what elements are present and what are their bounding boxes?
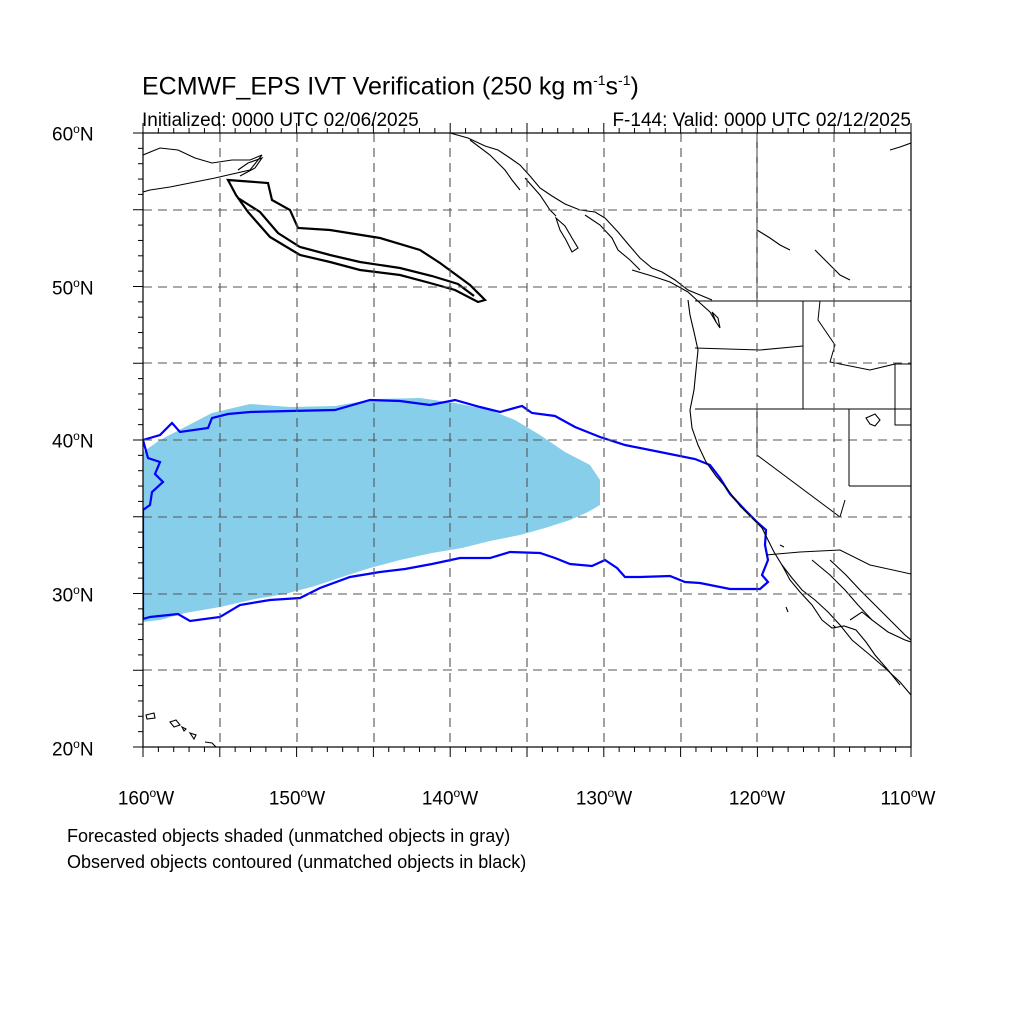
lon-label-160w: 160oW	[117, 786, 175, 810]
lon-label-150w: 150oW	[268, 786, 326, 810]
graticule-grid	[143, 133, 911, 747]
lat-label-50n: 50oN	[52, 276, 94, 300]
lat-label-20n: 20oN	[52, 737, 94, 761]
lat-label-40n: 40oN	[52, 429, 94, 453]
axis-ticks	[133, 123, 912, 757]
lon-label-110w: 110oW	[880, 786, 936, 810]
footnote-forecast: Forecasted objects shaded (unmatched obj…	[67, 826, 511, 846]
lat-label-30n: 30oN	[52, 583, 94, 607]
footnote-observed: Observed objects contoured (unmatched ob…	[67, 852, 527, 872]
lon-label-130w: 130oW	[575, 786, 633, 810]
political-boundaries	[694, 133, 911, 575]
coastlines	[143, 133, 911, 747]
init-time-label: Initialized: 0000 UTC 02/06/2025	[142, 110, 419, 131]
valid-time-label: F-144: Valid: 0000 UTC 02/12/2025	[612, 110, 911, 131]
observed-object-matched-contour	[143, 398, 770, 623]
map-title: ECMWF_EPS IVT Verification (250 kg m-1s-…	[142, 72, 639, 101]
lon-label-140w: 140oW	[421, 786, 479, 810]
lon-label-120w: 120oW	[728, 786, 786, 810]
forecast-object-shaded	[143, 398, 600, 622]
observed-object-unmatched-contour	[226, 178, 488, 304]
lat-label-60n: 60oN	[52, 122, 94, 146]
